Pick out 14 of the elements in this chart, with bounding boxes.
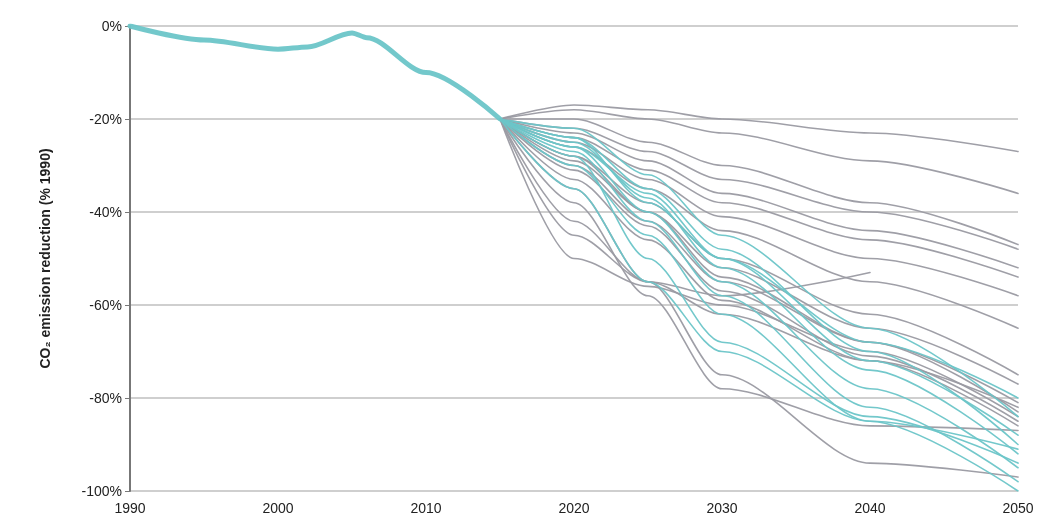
x-tick-label: 2000 — [262, 500, 294, 516]
x-tick-label: 2040 — [854, 500, 886, 516]
x-tick-label: 2020 — [558, 500, 590, 516]
y-axis-title: CO₂ emission reduction (% 1990) — [37, 148, 53, 369]
x-tick-label: 2050 — [1002, 500, 1034, 516]
y-tick-label: -60% — [89, 297, 122, 313]
y-tick-label: -100% — [81, 483, 122, 499]
y-tick-label: -20% — [89, 111, 122, 127]
y-tick-label: 0% — [101, 18, 122, 34]
x-tick-label: 1990 — [114, 500, 146, 516]
x-tick-label: 2010 — [410, 500, 442, 516]
y-tick-label: -40% — [89, 204, 122, 220]
y-tick-label: -80% — [89, 390, 122, 406]
x-tick-label: 2030 — [706, 500, 738, 516]
